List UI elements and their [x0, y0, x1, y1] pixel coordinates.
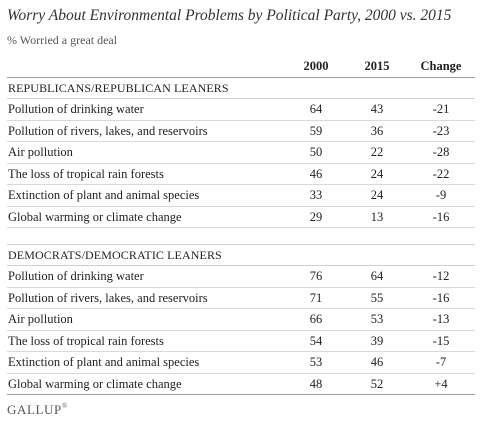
row-label: Global warming or climate change: [8, 376, 182, 391]
value-2015: 64: [370, 269, 384, 283]
row-label: Extinction of plant and animal species: [8, 188, 200, 202]
logo-text: GALLUP: [7, 402, 62, 417]
row-label: Pollution of rivers, lakes, and reservoi…: [8, 290, 208, 305]
republican-rows: Pollution of drinking water 64 43 -21 Pollut…: [7, 99, 475, 228]
value-2015: 36: [370, 123, 384, 138]
value-2015: 46: [370, 355, 384, 369]
table-row: Pollution of rivers, lakes, and reservoi…: [7, 121, 475, 142]
section-label-republicans: REPUBLICANS/REPUBLICAN LEANERS: [7, 78, 475, 99]
section-gap: [7, 228, 475, 245]
value-2015: 39: [370, 333, 384, 348]
table-row: Extinction of plant and animal species 33…: [7, 185, 475, 207]
table-row: Global warming or climate change 48 52 +4: [7, 374, 475, 395]
value-change: -23: [432, 123, 450, 138]
data-table: 2000 2015 Change REPUBLICANS/REPUBLICAN …: [7, 56, 475, 395]
table-row: Pollution of rivers, lakes, and reservoi…: [7, 288, 475, 309]
row-label: The loss of tropical rain forests: [8, 333, 164, 348]
value-change: -22: [432, 166, 450, 181]
table-row: The loss of tropical rain forests 54 39 -15: [7, 331, 475, 352]
value-2000: 76: [309, 269, 323, 283]
chart-title: Worry About Environmental Problems by Po…: [7, 7, 452, 24]
value-2015: 55: [370, 290, 384, 305]
value-2015: 13: [370, 209, 384, 224]
table-header: 2000 2015 Change: [7, 56, 475, 78]
value-2000: 64: [309, 102, 323, 116]
column-header-2015: 2015: [364, 59, 390, 73]
value-change: -13: [432, 312, 450, 326]
value-change: -15: [432, 333, 450, 348]
chart-subtitle: % Worried a great deal: [7, 33, 118, 47]
value-2000: 50: [309, 145, 323, 159]
value-change: -28: [432, 145, 450, 159]
row-label: Pollution of drinking water: [8, 269, 144, 283]
value-2015: 24: [370, 188, 384, 202]
value-2000: 29: [309, 209, 323, 224]
row-label: Air pollution: [8, 312, 73, 326]
table-row: Pollution of drinking water 76 64 -12: [7, 266, 475, 288]
table-row: Extinction of plant and animal species 53…: [7, 352, 475, 374]
column-header-2000: 2000: [303, 59, 329, 73]
value-2000: 59: [309, 123, 323, 138]
value-change: +4: [434, 376, 448, 391]
value-change: -7: [435, 355, 447, 369]
row-label: Pollution of rivers, lakes, and reservoi…: [8, 123, 208, 138]
row-label: Extinction of plant and animal species: [8, 355, 200, 369]
table-row: Air pollution 66 53 -13: [7, 309, 475, 331]
value-2015: 22: [370, 145, 384, 159]
registered-mark: ®: [61, 402, 68, 410]
value-2000: 33: [309, 188, 323, 202]
row-label: The loss of tropical rain forests: [8, 166, 164, 181]
table-row: Pollution of drinking water 64 43 -21: [7, 99, 475, 121]
value-2015: 24: [370, 166, 384, 181]
column-header-change: Change: [420, 59, 462, 73]
row-label: Air pollution: [8, 145, 73, 159]
value-2015: 52: [370, 376, 384, 391]
section-label-democrats: DEMOCRATS/DEMOCRATIC LEANERS: [7, 245, 475, 266]
value-change: -21: [432, 102, 450, 116]
table-row: Air pollution 50 22 -28: [7, 142, 475, 164]
value-change: -12: [432, 269, 450, 283]
value-2000: 54: [309, 333, 323, 348]
value-change: -16: [432, 209, 450, 224]
value-2000: 48: [309, 376, 323, 391]
value-2015: 43: [370, 102, 384, 116]
value-2015: 53: [370, 312, 384, 326]
value-2000: 53: [309, 355, 323, 369]
row-label: Global warming or climate change: [8, 209, 182, 224]
row-label: Pollution of drinking water: [8, 102, 144, 116]
value-change: -9: [435, 188, 447, 202]
value-2000: 66: [309, 312, 323, 326]
democrat-rows: Pollution of drinking water 76 64 -12 Pollut…: [7, 266, 475, 395]
table-row: The loss of tropical rain forests 46 24 -22: [7, 164, 475, 185]
value-2000: 71: [309, 290, 323, 305]
gallup-logo: GALLUP®: [7, 402, 67, 418]
table-row: Global warming or climate change 29 13 -16: [7, 207, 475, 228]
value-change: -16: [432, 290, 450, 305]
value-2000: 46: [309, 166, 323, 181]
